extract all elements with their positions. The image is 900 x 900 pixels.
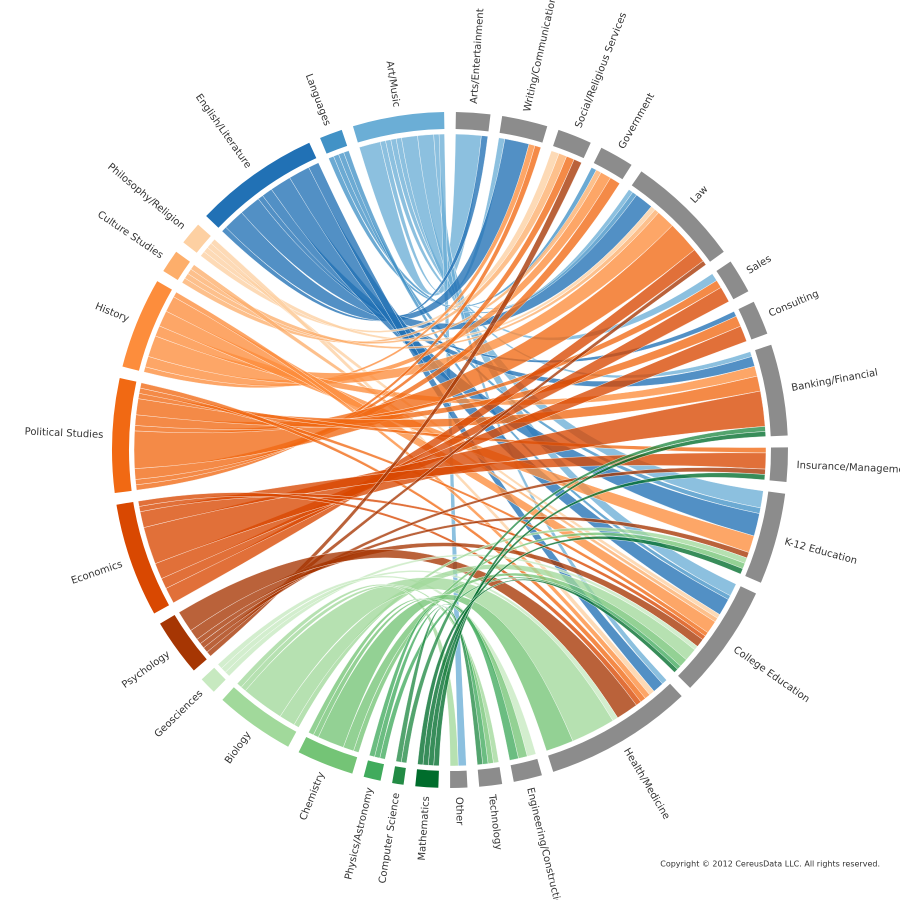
node-label: Art/Music xyxy=(384,60,402,108)
node-label: English/Literature xyxy=(193,92,253,170)
chord xyxy=(400,426,766,764)
node-label: Government xyxy=(617,91,657,151)
chords xyxy=(133,133,767,767)
chord xyxy=(137,492,642,706)
copyright: Copyright © 2012 CereusData LLC. All rig… xyxy=(660,860,880,869)
node-arc xyxy=(738,301,768,340)
node-label: Insurance/Management xyxy=(796,460,900,476)
node-arc xyxy=(499,116,548,143)
node-label: Banking/Financial xyxy=(791,367,879,394)
node-label: Social/Religious Services xyxy=(573,11,629,130)
node-label: Geosciences xyxy=(153,688,206,740)
node-label: Chemistry xyxy=(298,770,327,822)
chord xyxy=(395,606,483,766)
node-label: Economics xyxy=(70,559,124,587)
chord xyxy=(178,549,637,719)
node-arc xyxy=(553,129,591,159)
node-arc xyxy=(593,147,632,180)
node-arc xyxy=(160,614,207,671)
chord xyxy=(308,162,663,692)
chord xyxy=(342,572,687,752)
node-arc xyxy=(201,667,226,692)
chord xyxy=(353,532,746,753)
node-label: Computer Science xyxy=(377,792,402,884)
node-label: Arts/Entertainment xyxy=(469,8,487,104)
chord xyxy=(221,570,619,722)
node-arc xyxy=(769,447,788,482)
node-label: Law xyxy=(689,184,711,206)
chord xyxy=(221,135,489,322)
node-arc xyxy=(755,344,788,437)
node-label: Sales xyxy=(745,254,773,277)
chord xyxy=(203,206,656,342)
chord xyxy=(343,150,731,600)
node-label: Languages xyxy=(303,72,333,127)
node-label: Engineering/Construction xyxy=(524,786,564,900)
node-arc xyxy=(631,171,724,262)
node-label: Physics/Astronomy xyxy=(343,786,376,881)
node-label: Psychology xyxy=(120,649,172,691)
node-arc xyxy=(678,586,757,688)
node-arc xyxy=(222,687,297,747)
node-arc xyxy=(716,261,749,300)
node-arc xyxy=(745,491,786,583)
node-arc xyxy=(206,142,317,228)
node-arc xyxy=(163,251,190,280)
arcs xyxy=(112,112,788,788)
node-label: Culture Studies xyxy=(95,209,165,261)
node-label: Political Studies xyxy=(24,427,103,441)
node-label: Technology xyxy=(486,793,504,851)
node-arc xyxy=(450,770,468,788)
node-arc xyxy=(122,281,172,371)
node-label: Other xyxy=(453,797,465,827)
node-arc xyxy=(352,112,445,143)
node-arc xyxy=(116,501,170,614)
node-label: Biology xyxy=(223,730,253,767)
node-arc xyxy=(548,683,682,772)
chord xyxy=(137,393,767,454)
node-label: History xyxy=(93,301,130,325)
node-arc xyxy=(477,767,503,787)
node-label: Mathematics xyxy=(417,796,432,861)
node-arc xyxy=(320,129,348,154)
node-arc xyxy=(112,378,137,494)
node-arc xyxy=(298,737,358,774)
chord xyxy=(173,291,650,699)
node-arc xyxy=(363,760,385,781)
node-label: K-12 Education xyxy=(783,537,858,567)
node-label: Writing/Communication xyxy=(522,0,559,113)
node-arc xyxy=(510,758,542,782)
chord xyxy=(374,603,519,761)
chord xyxy=(187,209,659,349)
chord xyxy=(422,536,744,766)
node-label: Health/Medicine xyxy=(621,746,672,821)
node-arc xyxy=(415,769,439,788)
node-arc xyxy=(183,224,211,253)
node-label: College Education xyxy=(731,645,811,706)
node-arc xyxy=(392,766,406,785)
chord xyxy=(139,382,646,703)
chord xyxy=(369,604,489,765)
node-arc xyxy=(455,112,491,132)
node-label: Consulting xyxy=(767,289,820,320)
chord xyxy=(308,598,494,764)
